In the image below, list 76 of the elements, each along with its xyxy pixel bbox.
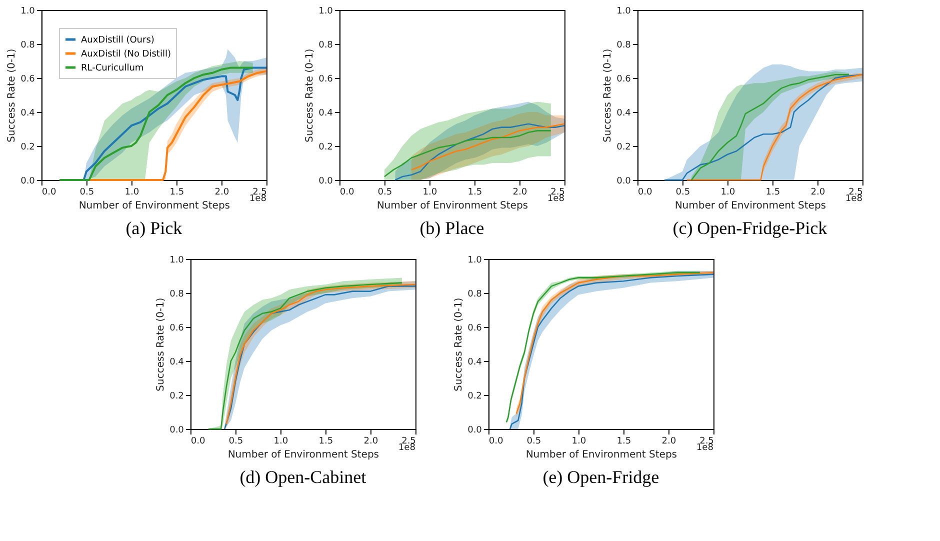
x-tick-label: 2.0 [810,188,826,198]
x-tick-label: 1.5 [318,436,334,446]
text: (c) Open-Fridge-Pick [672,218,828,238]
y-tick-label: 0.6 [170,324,184,334]
x-tick-label: 0.0 [638,188,653,198]
y-tick-label: 0.2 [616,142,631,152]
line-series [384,130,552,178]
x-tick-label: 1.0 [422,188,438,198]
line-series [410,123,566,170]
text: (e) Open-Fridge [542,467,660,487]
x-axis-title: Number of Environment Steps [376,200,528,212]
text: (b) Place [420,218,484,238]
y-tick-label: 0.0 [170,426,184,436]
x-tick-label: 1.0 [124,188,140,198]
y-tick-label: 0.8 [20,40,36,50]
y-axis-title: Success Rate (0-1) [454,298,465,392]
x-tick-label: 0.5 [378,188,392,198]
x-tick-label: 2.0 [662,436,676,446]
y-tick-label: 0.6 [20,74,36,84]
y-tick-label: 1.0 [318,6,334,16]
y-tick-label: 0.6 [616,74,632,84]
x-tick-label: 0.0 [42,188,57,198]
y-tick-label: 0.2 [468,392,482,402]
y-tick-label: 0.8 [616,40,632,50]
y-axis-title: Success Rate (0-1) [304,48,316,142]
y-axis-title: Success Rate (0-1) [6,48,18,142]
text: (d) Open-Cabinet [240,467,366,487]
x-tick-label: 2.0 [512,188,528,198]
y-tick-label: 0.8 [170,290,184,300]
y-tick-label: 0.4 [616,108,632,118]
x-tick-label: 1.0 [274,436,288,446]
line-series [394,123,566,181]
y-tick-label: 0.6 [318,74,334,84]
x-tick-label: 1.5 [468,188,482,198]
y-tick-label: 0.4 [170,358,184,368]
y-tick-label: 1.0 [616,6,632,16]
y-tick-label: 0.4 [318,108,334,118]
y-tick-label: 0.8 [468,290,482,300]
y-tick-label: 1.0 [20,6,36,16]
y-tick-label: 0.2 [20,142,35,152]
y-tick-label: 1.0 [468,256,482,266]
y-tick-label: 0.4 [468,358,482,368]
x-tick-label: 0.5 [80,188,94,198]
y-tick-label: 0.0 [318,176,334,186]
y-tick-label: 0.0 [20,176,36,186]
legend-label: AuxDistil (No Distill) [81,50,171,60]
x-tick-label: 2.0 [364,436,378,446]
text: (a) Pick [126,218,182,238]
y-tick-label: 0.8 [318,40,334,50]
x-tick-label: 0.5 [526,436,542,446]
y-tick-label: 0.0 [468,426,482,436]
y-tick-label: 0.4 [20,108,36,118]
legend-label: AuxDistill (Ours) [81,36,154,46]
x-tick-label: 0.0 [340,188,355,198]
y-tick-label: 0.2 [170,392,184,402]
y-tick-label: 1.0 [170,256,184,266]
x-axis-title: Number of Environment Steps [674,200,826,212]
y-tick-label: 0.0 [616,176,632,186]
y-tick-label: 0.2 [318,142,333,152]
x-axis-title: Number of Environment Steps [78,200,230,212]
x-tick-label: 0.5 [228,436,244,446]
x-tick-label: 0.0 [190,436,206,446]
legend-label: RL-Curicullum [81,64,144,74]
y-axis-title: Success Rate (0-1) [602,48,614,142]
x-tick-label: 2.0 [214,188,230,198]
x-tick-label: 1.5 [766,188,780,198]
x-axis-title: Number of Environment Steps [228,450,380,460]
x-tick-label: 1.0 [720,188,736,198]
x-tick-label: 0.5 [676,188,690,198]
y-axis-title: Success Rate (0-1) [156,298,167,392]
y-tick-label: 0.6 [468,324,482,334]
x-tick-label: 0.0 [488,436,504,446]
x-tick-label: 1.5 [616,436,632,446]
x-tick-label: 1.0 [572,436,586,446]
x-axis-title: Number of Environment Steps [526,450,678,460]
x-tick-label: 1.5 [170,188,184,198]
